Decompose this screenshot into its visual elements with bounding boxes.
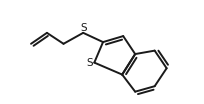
Text: S: S [81,23,87,33]
Text: S: S [87,58,93,68]
